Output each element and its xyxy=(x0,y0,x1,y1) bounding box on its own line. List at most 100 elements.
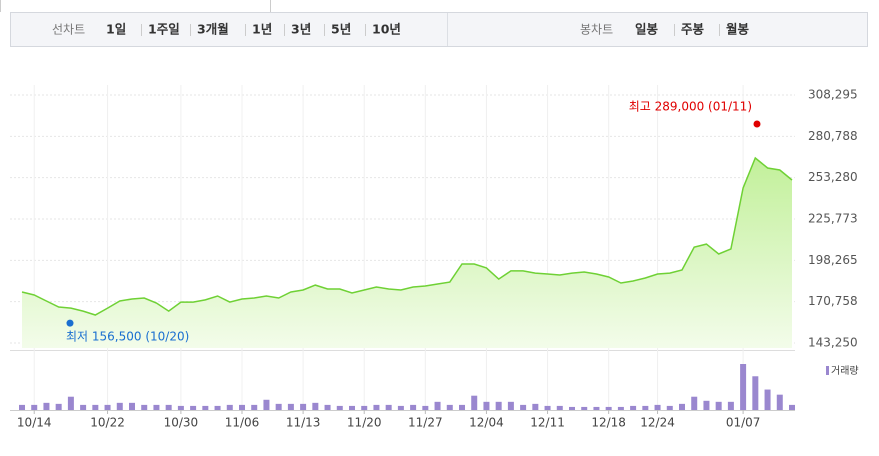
y-tick-label: 253,280 xyxy=(808,170,858,184)
price-area xyxy=(22,158,792,348)
volume-bar xyxy=(752,376,759,410)
x-tick-label: 12/18 xyxy=(591,416,626,430)
volume-bar xyxy=(214,405,221,410)
volume-bar xyxy=(459,404,465,410)
volume-bar xyxy=(397,405,404,410)
period-tab[interactable]: 1주일 xyxy=(148,22,180,37)
y-tick-label: 225,773 xyxy=(808,211,858,225)
x-tick-label: 10/30 xyxy=(164,416,199,430)
volume-bar xyxy=(349,405,355,410)
volume-bar xyxy=(31,404,38,410)
x-tick-label: 12/04 xyxy=(469,416,504,430)
volume-bar xyxy=(190,405,197,410)
volume-bar xyxy=(593,406,600,410)
volume-bar xyxy=(630,405,637,410)
volume-bar xyxy=(789,404,795,410)
x-tick-label: 11/27 xyxy=(408,416,443,430)
tab-edge xyxy=(0,0,271,12)
volume-bar xyxy=(764,389,771,410)
volume-bar xyxy=(715,401,722,410)
volume-bar xyxy=(43,402,50,410)
volume-bar xyxy=(202,405,209,410)
volume-bar xyxy=(556,405,563,410)
x-tick-label: 01/07 xyxy=(726,416,761,430)
x-tick-label: 10/22 xyxy=(90,416,125,430)
volume-bar xyxy=(385,404,392,410)
volume-bar xyxy=(776,394,783,410)
toolbar xyxy=(10,12,868,47)
period-tab[interactable]: 1년 xyxy=(252,22,272,37)
line-chart-label: 선차트 xyxy=(52,23,85,37)
volume-bar xyxy=(129,402,135,410)
volume-bar xyxy=(544,405,551,410)
y-tick-label: 170,758 xyxy=(808,294,858,308)
candle-tab[interactable]: 주봉 xyxy=(681,22,705,37)
x-tick-label: 12/24 xyxy=(640,416,675,430)
volume-bar xyxy=(483,401,490,410)
period-tab[interactable]: 1일 xyxy=(106,22,126,37)
volume-bar xyxy=(422,405,429,410)
x-tick-label: 12/11 xyxy=(530,416,565,430)
volume-bar xyxy=(239,404,245,410)
price-line xyxy=(21,156,793,316)
volume-bar xyxy=(520,404,527,410)
volume-bar xyxy=(446,404,453,410)
low-label: 최저 156,500 (10/20) xyxy=(66,330,189,344)
volume-bar xyxy=(226,404,233,410)
high-label: 최고 289,000 (01/11) xyxy=(629,99,752,113)
y-tick-label: 143,250 xyxy=(808,336,858,350)
volume-bar xyxy=(116,402,123,410)
legend-label: 거래량 xyxy=(831,365,859,377)
volume-bar xyxy=(581,406,588,410)
volume-bar xyxy=(727,401,734,410)
volume-bar xyxy=(19,404,25,410)
volume-bar xyxy=(177,405,184,410)
volume-bar xyxy=(471,395,478,410)
high-marker xyxy=(753,120,761,128)
volume-bar xyxy=(300,403,307,410)
volume-bar xyxy=(434,401,441,410)
volume-bar xyxy=(336,405,343,410)
x-tick-label: 11/13 xyxy=(286,416,321,430)
volume-bar xyxy=(642,405,649,410)
candle-tab[interactable]: 월봉 xyxy=(726,22,750,37)
candle-tab[interactable]: 일봉 xyxy=(635,22,659,37)
x-tick-label: 10/14 xyxy=(17,416,52,430)
volume-bar xyxy=(507,401,514,410)
volume-bar xyxy=(679,403,685,410)
volume-bar xyxy=(654,404,661,410)
volume-bar xyxy=(141,404,148,410)
y-tick-label: 198,265 xyxy=(808,253,858,267)
volume-bar xyxy=(92,404,99,410)
volume-bar xyxy=(373,404,380,410)
volume-bar xyxy=(361,405,368,410)
low-marker xyxy=(66,319,74,327)
period-tab[interactable]: 3년 xyxy=(291,22,311,37)
volume-bar xyxy=(263,399,270,410)
volume-bar xyxy=(703,400,710,410)
volume-bar xyxy=(666,405,673,410)
volume-bar xyxy=(275,403,282,410)
volume-bar xyxy=(287,403,294,410)
volume-bar xyxy=(104,404,111,410)
period-tab[interactable]: 10년 xyxy=(372,22,401,37)
volume-bar xyxy=(740,364,747,410)
period-tab[interactable]: 5년 xyxy=(331,22,351,37)
volume-bar xyxy=(495,401,502,410)
volume-bar xyxy=(153,404,160,410)
toolbar-items: 선차트 1일 1주일 3개월 1년 3년 5년 10년 봉차트 일봉 주봉 월봉 xyxy=(52,22,750,37)
y-tick-label: 280,788 xyxy=(808,129,858,143)
volume-bar xyxy=(691,396,698,410)
x-tick-label: 11/06 xyxy=(225,416,260,430)
volume-bar xyxy=(569,406,575,410)
legend-swatch xyxy=(826,366,829,375)
volume-bar xyxy=(617,406,624,410)
volume-bar xyxy=(165,404,172,410)
volume-bar xyxy=(251,404,258,410)
volume-bar xyxy=(605,406,612,410)
candle-chart-label: 봉차트 xyxy=(580,23,613,37)
volume-bar xyxy=(532,403,539,410)
period-tab[interactable]: 3개월 xyxy=(197,22,229,37)
y-tick-label: 308,295 xyxy=(808,88,858,102)
plot: 143,250 170,758 198,265 225,773 253,280 280,7… xyxy=(10,85,859,430)
